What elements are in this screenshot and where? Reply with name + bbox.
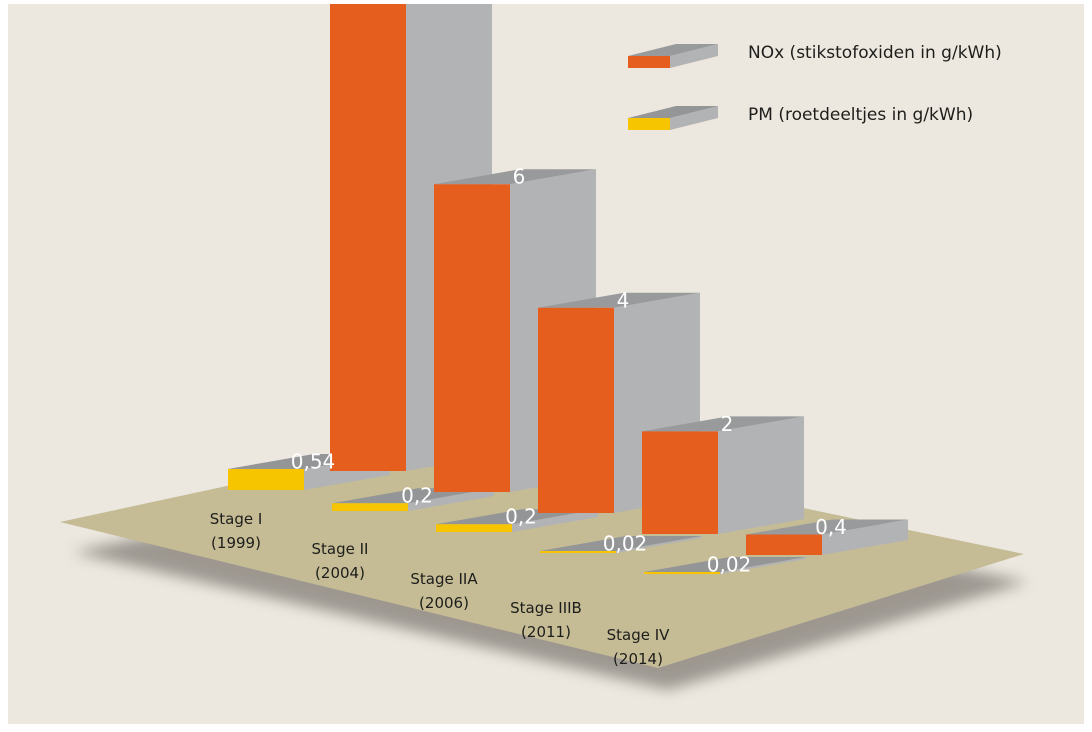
- nox-value-label: 4: [617, 288, 630, 312]
- pm-bar-front: [644, 572, 720, 574]
- category-label: Stage I: [210, 510, 263, 528]
- nox-bar-2: [538, 292, 700, 513]
- pm-value-label: 0,2: [401, 484, 433, 508]
- legend-swatch-top: [628, 44, 718, 56]
- nox-value-label: 0,4: [815, 515, 847, 539]
- category-year-label: (2011): [521, 623, 571, 641]
- pm-value-label: 0,02: [707, 553, 752, 577]
- nox-bar-side: [822, 519, 908, 555]
- legend-swatch-front: [628, 56, 670, 68]
- category-label: Stage IIA: [410, 570, 478, 588]
- nox-bar-front: [538, 307, 614, 513]
- nox-bar-top: [746, 519, 908, 535]
- legend-label: PM (roetdeeltjes in g/kWh): [748, 105, 973, 125]
- pm-value-label: 0,54: [291, 449, 336, 473]
- legend-swatch-top: [628, 106, 718, 118]
- pm-bar-side: [408, 488, 494, 511]
- legend-label: NOx (stikstofoxiden in g/kWh): [748, 43, 1002, 63]
- nox-bar-front: [746, 534, 822, 555]
- pm-bar-side: [720, 557, 806, 574]
- nox-value-label: 2: [721, 412, 734, 436]
- nox-bar-3: [642, 416, 804, 534]
- legend-item-0: NOx (stikstofoxiden in g/kWh): [628, 43, 1002, 68]
- legend-swatch-side: [670, 106, 718, 130]
- legend-swatch-front: [628, 118, 670, 130]
- nox-bar-top: [538, 292, 700, 308]
- nox-bar-front: [330, 4, 406, 471]
- pm-value-label: 0,02: [603, 532, 648, 556]
- legend-item-1: PM (roetdeeltjes in g/kWh): [628, 105, 973, 130]
- category-year-label: (2014): [613, 650, 663, 668]
- nox-value-label: 6: [513, 165, 526, 189]
- pm-value-label: 0,2: [505, 505, 537, 529]
- category-label: Stage II: [312, 540, 369, 558]
- category-label: Stage IIIB: [510, 599, 582, 617]
- category-year-label: (1999): [211, 534, 261, 552]
- pm-bar-3: [540, 536, 702, 553]
- nox-bar-4: [746, 519, 908, 555]
- pm-bar-front: [540, 551, 616, 553]
- pm-bar-side: [616, 536, 702, 553]
- nox-bar-top: [642, 416, 804, 432]
- pm-bar-front: [332, 503, 408, 511]
- pm-bar-top: [540, 536, 702, 551]
- category-year-label: (2004): [315, 564, 365, 582]
- category-label: Stage IV: [607, 626, 671, 644]
- pm-bar-top: [644, 557, 806, 572]
- pm-bar-front: [228, 468, 304, 490]
- nox-bar-top: [434, 169, 596, 185]
- pm-bar-front: [436, 524, 512, 532]
- legend-swatch-side: [670, 44, 718, 68]
- nox-bar-front: [434, 184, 510, 492]
- category-year-label: (2006): [419, 594, 469, 612]
- pm-bar-4: [644, 557, 806, 574]
- nox-bar-side: [718, 416, 804, 534]
- pm-bar-side: [512, 509, 598, 532]
- nox-bar-front: [642, 431, 718, 534]
